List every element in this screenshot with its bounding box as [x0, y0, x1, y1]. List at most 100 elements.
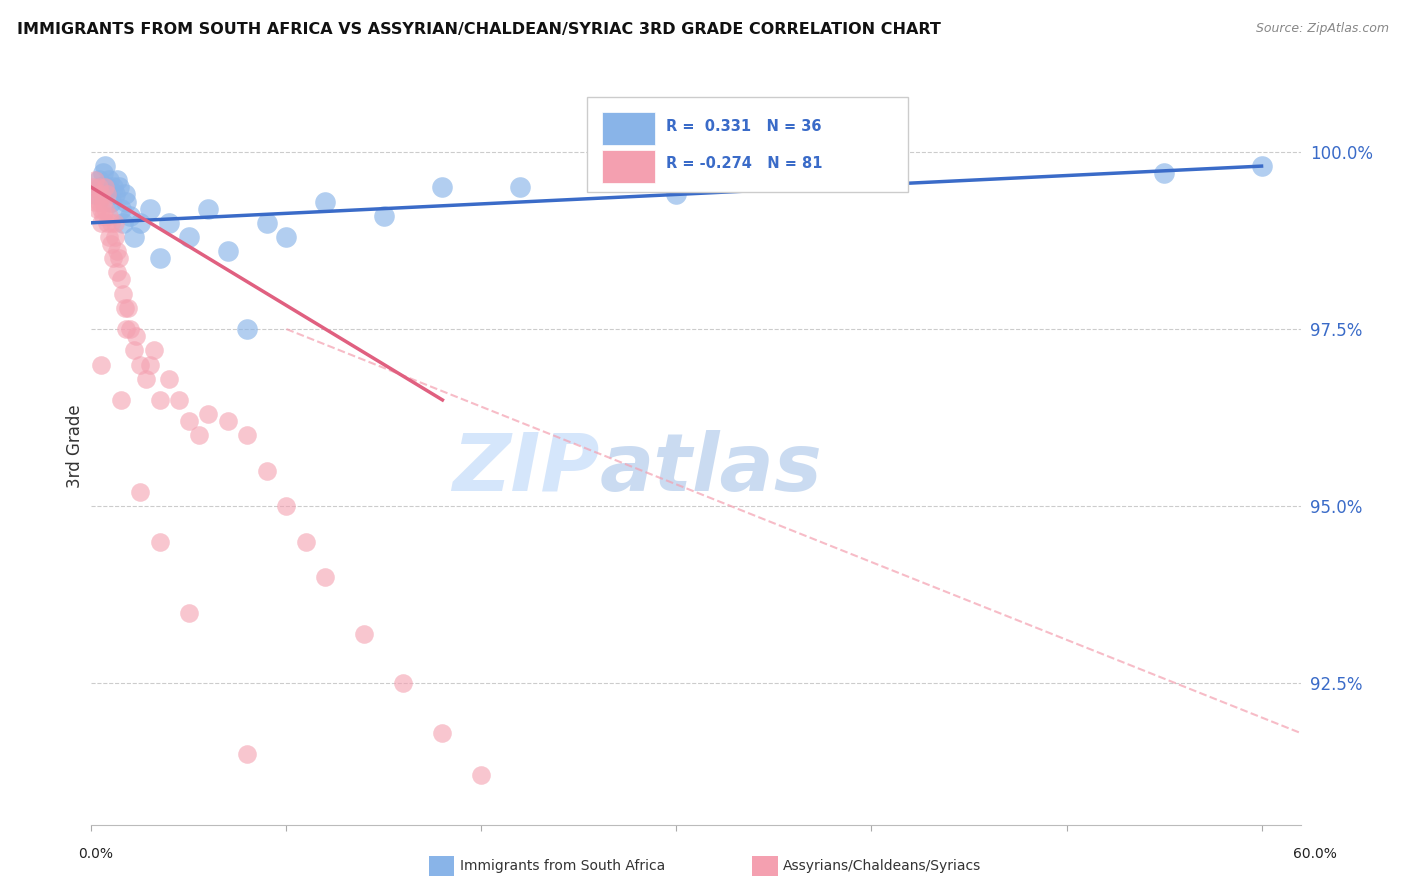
Point — [97, 209, 120, 223]
Point — [177, 606, 200, 620]
Text: Assyrians/Chaldeans/Syriacs: Assyrians/Chaldeans/Syriacs — [783, 859, 981, 873]
Point — [96, 216, 118, 230]
Point — [90, 216, 112, 230]
Point — [353, 627, 375, 641]
Point — [101, 180, 124, 194]
Point — [432, 726, 454, 740]
Point — [139, 202, 162, 216]
Point — [115, 194, 138, 209]
Point — [90, 358, 112, 372]
Point — [177, 414, 200, 428]
Point — [94, 202, 117, 216]
Point — [111, 216, 134, 230]
Text: Source: ZipAtlas.com: Source: ZipAtlas.com — [1256, 22, 1389, 36]
Text: 60.0%: 60.0% — [1292, 847, 1337, 861]
Point — [104, 216, 127, 230]
Point — [177, 230, 200, 244]
Point — [86, 187, 108, 202]
Point — [157, 372, 180, 386]
Point — [91, 209, 114, 223]
Text: 0.0%: 0.0% — [79, 847, 112, 861]
Text: Immigrants from South Africa: Immigrants from South Africa — [460, 859, 665, 873]
Point — [84, 194, 107, 209]
Text: atlas: atlas — [599, 430, 823, 508]
Point — [91, 166, 114, 180]
Point — [236, 428, 259, 442]
Point — [432, 180, 454, 194]
Point — [392, 676, 415, 690]
Point — [96, 180, 118, 194]
Point — [89, 194, 111, 209]
Point — [94, 159, 117, 173]
Point — [314, 194, 336, 209]
Point — [149, 392, 172, 407]
Point — [114, 301, 136, 315]
Point — [197, 407, 219, 421]
Point — [125, 329, 148, 343]
FancyBboxPatch shape — [602, 150, 655, 183]
Point — [90, 202, 112, 216]
Point — [142, 343, 165, 358]
Point — [129, 358, 152, 372]
Text: R = -0.274   N = 81: R = -0.274 N = 81 — [665, 156, 823, 171]
Point — [470, 768, 492, 782]
Point — [217, 244, 239, 259]
Point — [89, 173, 111, 187]
FancyBboxPatch shape — [602, 112, 655, 145]
Point — [100, 237, 122, 252]
Point — [107, 180, 129, 194]
Point — [149, 251, 172, 265]
Point — [236, 747, 259, 762]
Point — [100, 194, 122, 209]
Point — [124, 343, 146, 358]
Point — [129, 216, 152, 230]
Point — [110, 202, 132, 216]
Point — [97, 230, 120, 244]
Point — [82, 180, 104, 194]
Point — [110, 272, 132, 286]
Point — [509, 180, 531, 194]
Point — [197, 202, 219, 216]
Point — [1250, 159, 1272, 173]
Point — [124, 230, 146, 244]
Point — [84, 173, 107, 187]
Point — [860, 173, 883, 187]
Point — [105, 265, 128, 279]
Point — [107, 251, 129, 265]
Point — [120, 209, 142, 223]
Point — [276, 230, 298, 244]
Text: IMMIGRANTS FROM SOUTH AFRICA VS ASSYRIAN/CHALDEAN/SYRIAC 3RD GRADE CORRELATION C: IMMIGRANTS FROM SOUTH AFRICA VS ASSYRIAN… — [17, 22, 941, 37]
Point — [314, 570, 336, 584]
Point — [157, 216, 180, 230]
Point — [96, 187, 118, 202]
Point — [105, 244, 128, 259]
Point — [89, 180, 111, 194]
Point — [256, 216, 278, 230]
FancyBboxPatch shape — [588, 97, 908, 192]
Point — [149, 534, 172, 549]
Point — [101, 251, 124, 265]
Point — [295, 534, 318, 549]
Point — [135, 372, 157, 386]
Point — [94, 180, 117, 194]
Text: R =  0.331   N = 36: R = 0.331 N = 36 — [665, 119, 821, 134]
Point — [91, 194, 114, 209]
Point — [111, 286, 134, 301]
Point — [84, 187, 107, 202]
Point — [167, 392, 190, 407]
Point — [114, 187, 136, 202]
Point — [104, 230, 127, 244]
Point — [1153, 166, 1175, 180]
Point — [115, 322, 138, 336]
Point — [117, 301, 139, 315]
Point — [665, 187, 688, 202]
Point — [139, 358, 162, 372]
Point — [100, 216, 122, 230]
Point — [104, 187, 127, 202]
Point — [105, 173, 128, 187]
Point — [90, 180, 112, 194]
Text: ZIP: ZIP — [451, 430, 599, 508]
Point — [129, 485, 152, 500]
Point — [187, 428, 209, 442]
Point — [236, 322, 259, 336]
